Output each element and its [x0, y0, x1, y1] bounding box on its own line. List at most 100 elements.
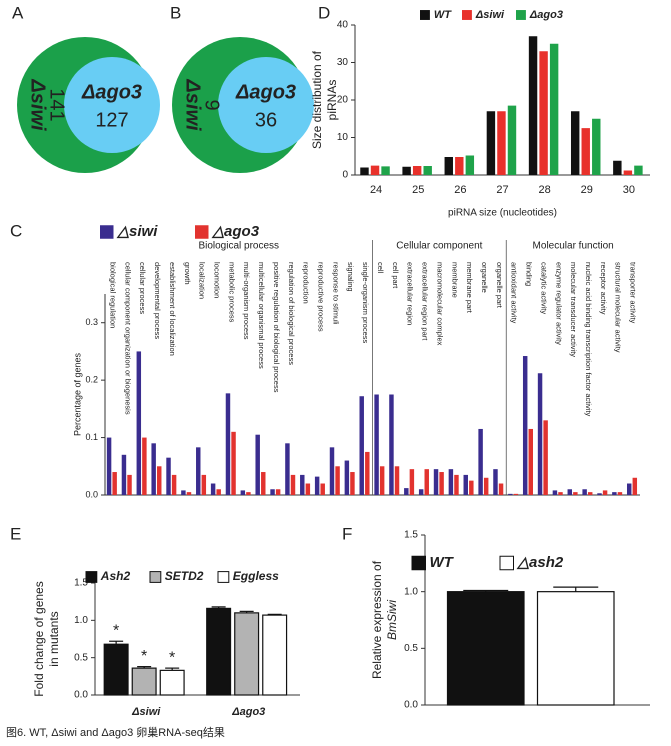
bar [231, 431, 236, 495]
bar [602, 490, 608, 495]
x-tick-label: signaling [346, 262, 355, 292]
x-tick-label: reproduction [302, 262, 311, 304]
bar [314, 476, 320, 495]
legend-label: Ash2 [100, 569, 131, 583]
x-tick-label: 28 [539, 184, 551, 196]
bar [424, 469, 429, 495]
bar [409, 469, 415, 495]
bar [365, 451, 370, 495]
x-tick-label: membrane part [465, 262, 474, 314]
legend-swatch [85, 571, 98, 583]
bar [613, 160, 622, 175]
x-tick-label: membrane [450, 262, 459, 298]
bar [159, 669, 185, 696]
bar [261, 472, 266, 495]
bar [201, 474, 207, 495]
bar [423, 166, 432, 175]
legend-swatch [217, 571, 230, 583]
caption: 图6. WT, Δsiwi and Δago3 卵巢RNA-seq结果 [6, 726, 225, 739]
panel-letter: A [12, 3, 24, 22]
bar [206, 607, 232, 696]
bar [216, 489, 221, 495]
legend-label: △siwi [116, 223, 159, 240]
bar [543, 420, 548, 495]
bar [522, 356, 528, 495]
bar [570, 111, 580, 175]
set-name: Δago3 [235, 81, 296, 103]
bar [493, 469, 498, 495]
x-tick-label: reproductive process [317, 262, 326, 332]
bar [597, 493, 602, 495]
bar [186, 492, 192, 495]
x-tick-label: positive regulation of biological proces… [272, 262, 281, 393]
bar [379, 466, 385, 495]
significance: * [141, 648, 147, 665]
x-tick-label: macromolecular complex [435, 262, 444, 346]
bar [196, 447, 201, 495]
y-tick-label: 1.5 [404, 530, 418, 541]
legend-swatch [149, 571, 162, 583]
bar [112, 472, 117, 495]
x-tick-label: cellular component organization or bioge… [123, 262, 132, 415]
y-axis-label: in mutants [47, 611, 61, 666]
x-tick-label: cell [376, 262, 385, 274]
y-tick-label: 10 [337, 132, 349, 143]
bar [255, 434, 260, 495]
venn-set [64, 57, 160, 153]
venn-set [218, 57, 314, 153]
bar [370, 165, 380, 175]
bar [320, 483, 325, 495]
legend-label: WT [434, 9, 452, 21]
bar [389, 394, 394, 495]
bar [181, 490, 186, 495]
bar [536, 591, 615, 706]
y-axis-label: Fold change of genes [32, 581, 46, 696]
legend-swatch [499, 555, 514, 571]
bar [581, 128, 590, 175]
bar [350, 472, 355, 495]
x-tick-label: extracellular region part [421, 262, 430, 341]
bar [634, 165, 643, 175]
set-count: 36 [255, 109, 277, 131]
legend-label: WT [430, 554, 455, 571]
x-tick-label: developmental process [153, 262, 162, 339]
bar [166, 457, 171, 495]
y-tick-label: 1.0 [404, 586, 418, 597]
bar [412, 166, 422, 175]
bar [508, 493, 513, 495]
y-axis-label: Relative expression of [370, 560, 384, 679]
legend-swatch [100, 225, 114, 239]
x-tick-label: enzyme regulator activity [554, 262, 563, 345]
y-tick-label: 20 [337, 95, 349, 106]
x-tick-label: 25 [412, 184, 424, 196]
x-tick-label: multicellular organismal process [257, 262, 266, 369]
bar [300, 474, 305, 495]
bar [486, 111, 496, 175]
bar [275, 489, 281, 495]
x-tick-label: response to stimuli [331, 262, 340, 325]
bar [402, 166, 411, 175]
x-tick-label: binding [525, 262, 534, 286]
x-tick-label: locomotion [212, 262, 221, 298]
x-tick-label: antioxidant activity [510, 262, 519, 324]
bar [121, 454, 127, 495]
y-tick-label: 0.1 [85, 432, 98, 442]
bar [528, 36, 538, 175]
bar [171, 474, 177, 495]
x-tick-label: cell part [391, 262, 400, 289]
bar [623, 170, 633, 175]
x-tick-label: molecular transducer activity [569, 262, 578, 357]
section-label: Cellular component [396, 241, 482, 252]
bar [507, 105, 517, 175]
legend-label: △ash2 [516, 554, 564, 571]
bar [404, 488, 409, 495]
y-tick-label: 0.0 [404, 700, 418, 711]
y-axis-label: Size distribution of [310, 50, 324, 149]
bar [329, 447, 335, 495]
bar [335, 466, 340, 495]
bar [537, 373, 543, 495]
bar [151, 443, 156, 495]
bar [394, 466, 400, 495]
bar [454, 474, 459, 495]
